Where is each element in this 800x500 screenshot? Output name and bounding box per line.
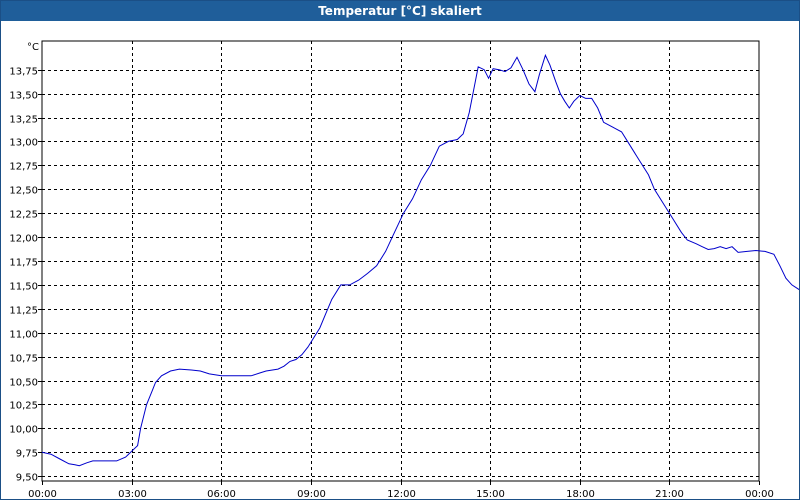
x-tick-time-label: 12:00 — [387, 489, 416, 499]
x-tick-time-label: 00:00 — [28, 489, 57, 499]
x-tick-time-label: 09:00 — [297, 489, 326, 499]
y-tick-label: 11,50 — [9, 282, 38, 293]
plot-area-border — [41, 40, 760, 482]
grid-lines — [42, 41, 759, 481]
x-tick-time-label: 15:00 — [476, 489, 505, 499]
x-tick-time-label: 18:00 — [566, 489, 595, 499]
y-axis-tick-labels: 9,50 9,75 10,00 10,25 10,50 10,75 11,00 11,25 11… — [9, 67, 42, 484]
y-tick-label: 10,00 — [9, 425, 38, 436]
y-axis-unit-label: °C — [27, 42, 39, 53]
y-tick-label: 9,50 — [16, 473, 38, 484]
y-tick-label: 12,25 — [9, 210, 38, 221]
temperature-series-line — [41, 53, 799, 467]
y-tick-label: 10,25 — [9, 401, 38, 412]
x-tick-time-label: 06:00 — [207, 489, 236, 499]
chart-title: Temperatur [°C] skaliert — [1, 1, 799, 21]
y-tick-label: 11,75 — [9, 258, 38, 269]
x-axis-tick-labels: 00:0019.03.1703:0019.03.1706:0019.03.170… — [28, 481, 774, 499]
y-tick-label: 11,25 — [9, 306, 38, 317]
y-tick-label: 10,75 — [9, 354, 38, 365]
y-tick-label: 13,75 — [9, 67, 38, 78]
y-tick-label: 13,00 — [9, 138, 38, 149]
x-tick-time-label: 21:00 — [655, 489, 684, 499]
y-tick-label: 12,00 — [9, 234, 38, 245]
y-tick-label: 10,50 — [9, 378, 38, 389]
y-tick-label: 9,75 — [16, 449, 38, 460]
x-tick-time-label: 03:00 — [118, 489, 147, 499]
y-tick-label: 12,50 — [9, 186, 38, 197]
y-tick-label: 12,75 — [9, 162, 38, 173]
x-tick-time-label: 00:00 — [745, 489, 774, 499]
y-tick-label: 13,25 — [9, 115, 38, 126]
temperature-line-chart: °C 9,50 9,75 10,00 10,25 10,50 10,75 11,00 11,2… — [9, 40, 799, 499]
y-tick-label: 13,50 — [9, 91, 38, 102]
y-tick-label: 11,00 — [9, 330, 38, 341]
